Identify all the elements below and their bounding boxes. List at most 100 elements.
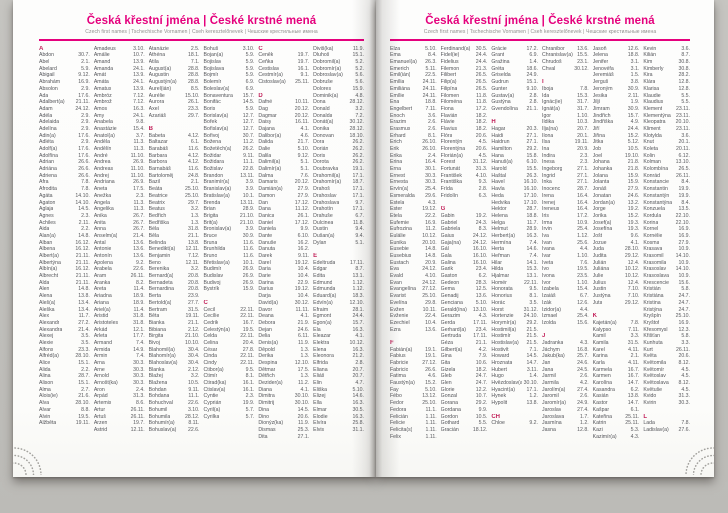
given-name: Honorius [491, 293, 513, 300]
name-day-date: 28.9. [242, 206, 255, 213]
name-day-date: 13.4. [78, 299, 90, 306]
name-entry: Bojan(a) 5.9. [203, 52, 254, 59]
given-name: Hynek [491, 393, 507, 400]
given-name: Gala [440, 253, 452, 259]
given-name: Ambróz [93, 92, 112, 99]
name-day-date: 29.12. [624, 299, 640, 306]
name-entry: Antonín 13.6. [94, 253, 145, 260]
given-name: Inesa [542, 159, 555, 166]
name-column: Chranibor 13.6. Chranislav(a) 15.5. Chrudoš 2… [542, 46, 589, 441]
name-entry: Jana 24.5. [542, 367, 589, 374]
name-day-date: 14.5. [78, 206, 90, 213]
name-entry: Benjamin 7.12. [149, 253, 200, 260]
name-day-date: 1.11. [425, 413, 437, 420]
name-day-date: 25.10. [185, 192, 200, 199]
name-entry: Hostimil(a) 21.5. [491, 327, 538, 334]
given-name: Alvin [39, 413, 51, 420]
given-name: Dolores [313, 85, 332, 92]
name-day-date: 5.11. [425, 65, 437, 72]
name-day-date: 21.11. [75, 279, 90, 286]
name-entry: Gonzal 10.7. [441, 393, 488, 400]
given-name: Kvido [643, 393, 657, 400]
name-day-date: 27.7. [187, 299, 200, 306]
given-name: Darina [258, 279, 274, 286]
given-name: Kolman [643, 159, 661, 166]
given-name: Hjalmar [491, 273, 510, 280]
given-name: Bohdana [148, 393, 170, 400]
name-entry: Gertruda 17.11. [441, 333, 488, 340]
given-name: Arne [93, 366, 105, 373]
name-day-date: 4.5. [478, 139, 488, 146]
given-name: Haidrun [491, 139, 510, 146]
given-name: Alina [39, 373, 51, 380]
name-entry: Gizela 18.2. [441, 367, 488, 374]
given-name: Arnold [93, 373, 109, 380]
name-entry: Jaroslava 1.7. [542, 414, 589, 421]
name-entry: Konrád 26.11. [643, 173, 690, 180]
name-day-date: 21.5. [526, 326, 538, 333]
given-name: Božidara [203, 159, 224, 166]
name-day-date: 16.10. [523, 186, 538, 193]
name-day-date: 1.3. [300, 346, 310, 353]
name-day-date: 6.9. [245, 79, 255, 86]
name-entry: Eusebius 14.8. [390, 253, 437, 260]
name-day-date: 6.10. [297, 232, 310, 239]
given-name: Hagar [491, 125, 506, 132]
given-name: Klára [643, 79, 656, 86]
page-subtitle: Czech first names | Tschechische Vorname… [423, 29, 657, 35]
name-entry: Božena 11.2. [203, 139, 254, 146]
name-entry: Dan 17.12. [258, 200, 309, 207]
name-entry: Dana 11.12. [258, 206, 309, 213]
name-entry: Jiljí 1.9. [593, 99, 640, 106]
given-name: Albertýna [39, 259, 61, 266]
name-day-date: 5.9. [245, 65, 255, 72]
name-day-date: 14.10. [675, 253, 690, 259]
name-entry: Johana 21.8. [593, 159, 640, 166]
given-name: Gustýna [491, 99, 511, 106]
name-day-date: 26.9. [242, 273, 255, 280]
name-day-date: 5.8. [681, 286, 690, 293]
given-name: Dalibor(a) [258, 132, 282, 139]
name-day-date: 21.8. [627, 159, 640, 166]
name-entry: Kamila 31.5. [593, 340, 640, 347]
name-entry: Frída 2.8. [441, 186, 488, 193]
given-name: Damián(a) [258, 186, 283, 193]
name-day-date: 30.10. [523, 380, 538, 387]
name-day-date: 30.9. [627, 105, 640, 112]
name-day-date: 8.6. [136, 400, 145, 407]
given-name: Arzen [93, 420, 108, 427]
given-name: Amanda [93, 65, 114, 72]
given-name: Bernard(a) [148, 273, 174, 280]
name-day-date: 22.6. [133, 266, 145, 273]
name-entry: Kristián 5.8. [643, 286, 690, 293]
given-name: Izabela [542, 286, 559, 293]
name-entry: Kastor 14.7. [593, 400, 640, 407]
name-day-date: 10.4. [297, 266, 310, 273]
name-day-date: 24.11. [422, 85, 437, 92]
given-name: Géza [440, 339, 454, 346]
name-day-date: 7.8. [81, 186, 90, 193]
name-entry: Hagar 20.3. [491, 126, 538, 133]
name-entry: Klementýna 23.11. [643, 113, 690, 120]
name-entry: Brunhilda 11.6. [203, 246, 254, 253]
given-name: Garik [440, 266, 454, 273]
name-entry: Anežka 2.3. [94, 193, 145, 200]
given-name: Anežka [93, 192, 112, 199]
name-day-date: 18.1. [187, 52, 200, 59]
given-name: Cyntie [203, 393, 219, 400]
name-entry: Bedřiška 1.3. [149, 220, 200, 227]
given-name: Estela [390, 199, 405, 206]
given-name: Donika [313, 125, 330, 132]
given-name: Jaroslav [542, 406, 562, 413]
name-entry: Bojislav 5.9. [203, 59, 254, 66]
name-entry: Iva 1.12. [542, 233, 589, 240]
name-entry: Irenej 16.4. [542, 200, 589, 207]
name-day-date: 21.7. [297, 139, 310, 146]
name-day-date: 30.5. [352, 406, 364, 413]
given-name: Izolda [542, 319, 556, 326]
name-day-date: 6.2. [478, 273, 488, 280]
name-entry: Aneta 17.5. [94, 186, 145, 193]
name-day-date: 27.9. [627, 186, 640, 193]
name-day-date: 11.2. [243, 139, 255, 146]
given-name: Felix [390, 433, 401, 440]
